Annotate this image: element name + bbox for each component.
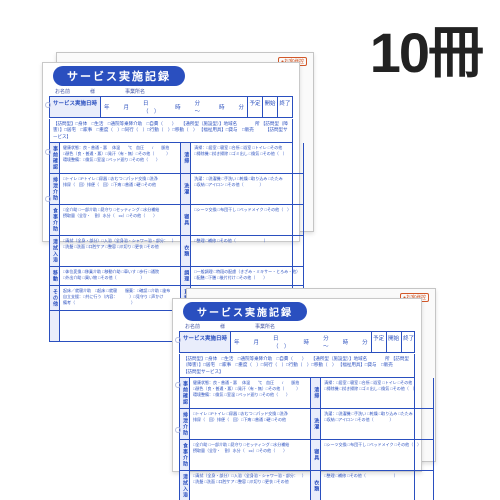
form-title: サービス実施記録 (53, 66, 185, 86)
section-label: 衣類 (181, 236, 191, 266)
client-row: お名前 様 事業所名 (173, 323, 421, 331)
section-body: □シーツ交換 □布団干し □ベッドメイク □その他（ ） (321, 440, 434, 470)
section-body: □全介助 □一部介助 □見守り □セッティング □水分補給摂取量（全량・ 割）水… (60, 205, 181, 235)
time-boxes: 予定 開始 終了 (371, 332, 416, 352)
service-date-row: サービス実施日時 年月日（ ） 時分 ～ 時分 予定 開始 終了 (49, 96, 293, 118)
section-label: 排泄介助 (180, 409, 190, 439)
binder-holes (175, 299, 181, 471)
section-label: 寝具 (181, 205, 191, 235)
quantity-badge: 10冊 (370, 8, 482, 89)
section-body: 健康状態：良・普通・悪 体温 ℃ 血圧 / 脈拍 □顔色（良・普通・悪）□発汗（… (60, 143, 181, 173)
section-label: 衣類 (311, 471, 321, 500)
form-sheet-front-bottom: サービス実施記録 お名前 様 事業所名 サービス実施日時 年月日（ ） 時分 ～… (172, 298, 422, 472)
section-body: 清掃：□居室 □寝室 □台所 □浴室 □トイレ □その他□掃除機 □拭き掃除 □… (191, 143, 304, 173)
client-row: お名前 様 事業所名 (43, 88, 299, 96)
section-label: 事前確認 (180, 378, 190, 408)
date-label: サービス実施日時 (50, 97, 101, 117)
section-label: 寝具 (311, 440, 321, 470)
section-body: □清拭（全身・部分）□入浴（全身浴・シャワー浴・部分： ）□洗髪 □洗面 □口腔… (190, 471, 311, 500)
section-body: 洗濯：□洗濯機 □手洗い □乾燥 □取り込み □たたみ□収納 □アイロン □その… (191, 174, 304, 204)
section-label: その他 (50, 286, 60, 310)
service-type-row: 【訪問型】□身体 □生活 □通院等乗降介助 □自費（ ） 【通所型（施設型）】地… (49, 119, 293, 143)
date-values: 年月日（ ） 時分 ～ 時分 (231, 332, 371, 352)
service-type-row: 【訪問型】□身体 □生活 □通院等乗降介助 □自費（ ） 【通所型（施設型）】地… (179, 354, 415, 378)
section-body: □清拭（全身・部分）□入浴（全身浴・シャワー浴・部分： ）□洗髪 □洗面 □口腔… (60, 236, 181, 266)
section-label: 清掃 (311, 378, 321, 408)
section-label: 食事介助 (180, 440, 190, 470)
section-label: 清掃 (181, 143, 191, 173)
section-body: 洗濯：□洗濯機 □手洗い □乾燥 □取り込み □たたみ□収納 □アイロン □その… (321, 409, 434, 439)
section-label: 清拭入浴 (50, 236, 60, 266)
section-body: □整理 □補修 □その他（ ） (321, 471, 434, 500)
section-label (50, 311, 60, 341)
binder-holes (45, 63, 51, 241)
section-body: □一般調理 □特段の配慮（きざみ・ミキサー・とろみ・他）□配膳 □下膳 □後片付… (191, 267, 304, 285)
section-label: 移動 (50, 267, 60, 285)
section-body: □トイレ □Pトイレ □尿器 □おむつ □パッド交換 □洗浄排尿（ 回）排便（ … (190, 409, 311, 439)
section-label: 排泄介助 (50, 174, 60, 204)
section-body (60, 311, 181, 341)
service-date-row: サービス実施日時 年月日（ ） 時分 ～ 時分 予定 開始 終了 (179, 331, 415, 353)
section-label: 洗濯 (311, 409, 321, 439)
form-title: サービス実施記録 (183, 302, 307, 321)
date-values: 年月日（ ） 時分 ～ 時分 (101, 97, 247, 117)
section-body: 健康状態：良・普通・悪 体温 ℃ 血圧 / 脈拍 □顔色（良・普通・悪）□発汗（… (190, 378, 311, 408)
section-body: □体位変換 □移乗介助 □移動介助 □車いす □歩行 □通院□外出介助 □買い物… (60, 267, 181, 285)
section-body: 清掃：□居室 □寝室 □台所 □浴室 □トイレ □その他□掃除機 □拭き掃除 □… (321, 378, 434, 408)
time-boxes: 予定 開始 終了 (247, 97, 292, 117)
section-label: 清拭入浴 (180, 471, 190, 500)
section-body: □トイレ □Pトイレ □尿器 □おむつ □パッド交換 □洗浄排尿（ 回）排便（ … (60, 174, 181, 204)
form-grid-bottom: 事前確認健康状態：良・普通・悪 体温 ℃ 血圧 / 脈拍 □顔色（良・普通・悪）… (179, 378, 415, 500)
section-body: □シーツ交換 □布団干し □ベッドメイク □その他（ ） (191, 205, 304, 235)
section-body: □全介助 □一部介助 □見守り □セッティング □水分補給摂取量（全량・ 割）水… (190, 440, 311, 470)
form-sheet-front-top: サービス実施記録 お名前 様 事業所名 サービス実施日時 年月日（ ） 時分 ～… (42, 62, 300, 242)
date-label: サービス実施日時 (180, 332, 231, 352)
section-body: 起床／就寝介助 □起床 □就寝 服薬：□確認 □介助 □塗布自立支援：□共に行う… (60, 286, 181, 310)
section-label: 調理 (181, 267, 191, 285)
section-label: 洗濯 (181, 174, 191, 204)
section-label: 食事介助 (50, 205, 60, 235)
section-body: □整理 □補修 □その他（ ） (191, 236, 304, 266)
section-label: 事前確認 (50, 143, 60, 173)
